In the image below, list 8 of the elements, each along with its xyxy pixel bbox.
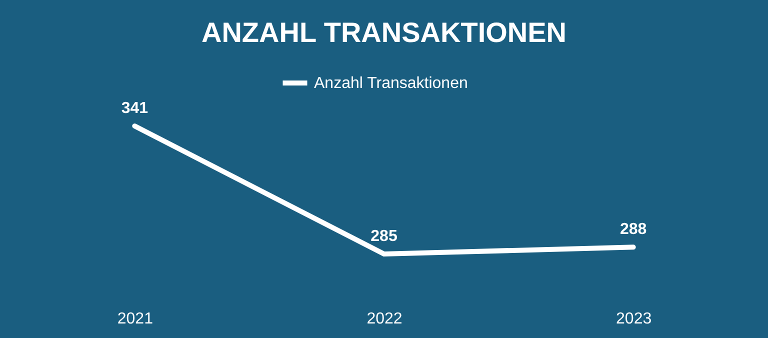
data-label: 288 bbox=[620, 221, 647, 238]
legend-label: Anzahl Transaktionen bbox=[314, 75, 468, 92]
chart-title: ANZAHL TRANSAKTIONEN bbox=[201, 17, 567, 48]
data-label: 285 bbox=[370, 228, 398, 245]
data-label: 341 bbox=[121, 100, 148, 117]
x-tick-label: 2023 bbox=[616, 310, 652, 328]
x-tick-label: 2021 bbox=[117, 310, 154, 328]
x-tick-label: 2022 bbox=[366, 310, 402, 328]
